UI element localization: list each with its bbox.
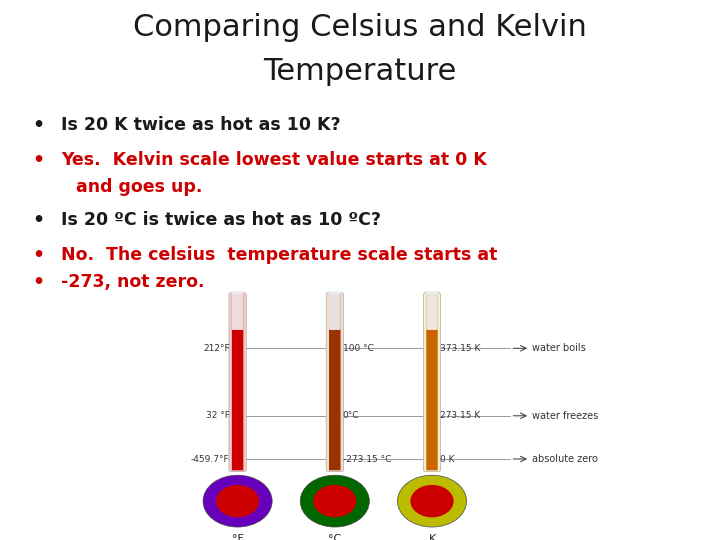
Circle shape [313, 485, 356, 517]
Text: •: • [32, 273, 45, 292]
Text: 100 °C: 100 °C [343, 344, 374, 353]
FancyBboxPatch shape [423, 293, 441, 471]
Text: Is 20 K twice as hot as 10 K?: Is 20 K twice as hot as 10 K? [61, 116, 341, 134]
Text: water freezes: water freezes [532, 411, 598, 421]
Text: Is 20 ºC is twice as hot as 10 ºC?: Is 20 ºC is twice as hot as 10 ºC? [61, 211, 381, 228]
Text: 373.15 K: 373.15 K [440, 344, 480, 353]
Text: and goes up.: and goes up. [76, 178, 202, 196]
Text: water boils: water boils [532, 343, 586, 353]
FancyBboxPatch shape [229, 293, 246, 471]
Circle shape [216, 485, 259, 517]
Text: -273.15 °C: -273.15 °C [343, 455, 391, 463]
Text: -273, not zero.: -273, not zero. [61, 273, 204, 291]
FancyBboxPatch shape [329, 294, 341, 470]
Text: 212°F: 212°F [203, 344, 230, 353]
FancyBboxPatch shape [426, 291, 438, 330]
Text: K: K [428, 534, 436, 540]
Circle shape [203, 475, 272, 527]
FancyBboxPatch shape [232, 294, 243, 470]
Circle shape [300, 475, 369, 527]
Text: -459.7°F: -459.7°F [191, 455, 230, 463]
Text: °F: °F [232, 534, 243, 540]
Text: 32 °F: 32 °F [206, 411, 230, 420]
Text: absolute zero: absolute zero [532, 454, 598, 464]
Text: •: • [32, 246, 45, 265]
Text: Yes.  Kelvin scale lowest value starts at 0 K: Yes. Kelvin scale lowest value starts at… [61, 151, 487, 169]
Text: 0°C: 0°C [343, 411, 359, 420]
FancyBboxPatch shape [326, 293, 343, 471]
Text: •: • [32, 211, 45, 229]
FancyBboxPatch shape [232, 291, 243, 330]
Text: Comparing Celsius and Kelvin: Comparing Celsius and Kelvin [133, 14, 587, 43]
Text: 273.15 K: 273.15 K [440, 411, 480, 420]
Text: •: • [32, 116, 45, 135]
Text: °C: °C [328, 534, 341, 540]
Text: Temperature: Temperature [264, 57, 456, 86]
FancyBboxPatch shape [426, 294, 438, 470]
Text: 0 K: 0 K [440, 455, 454, 463]
Text: •: • [32, 151, 45, 170]
FancyBboxPatch shape [329, 291, 341, 330]
Text: No.  The celsius  temperature scale starts at: No. The celsius temperature scale starts… [61, 246, 498, 264]
Circle shape [397, 475, 467, 527]
Circle shape [410, 485, 454, 517]
